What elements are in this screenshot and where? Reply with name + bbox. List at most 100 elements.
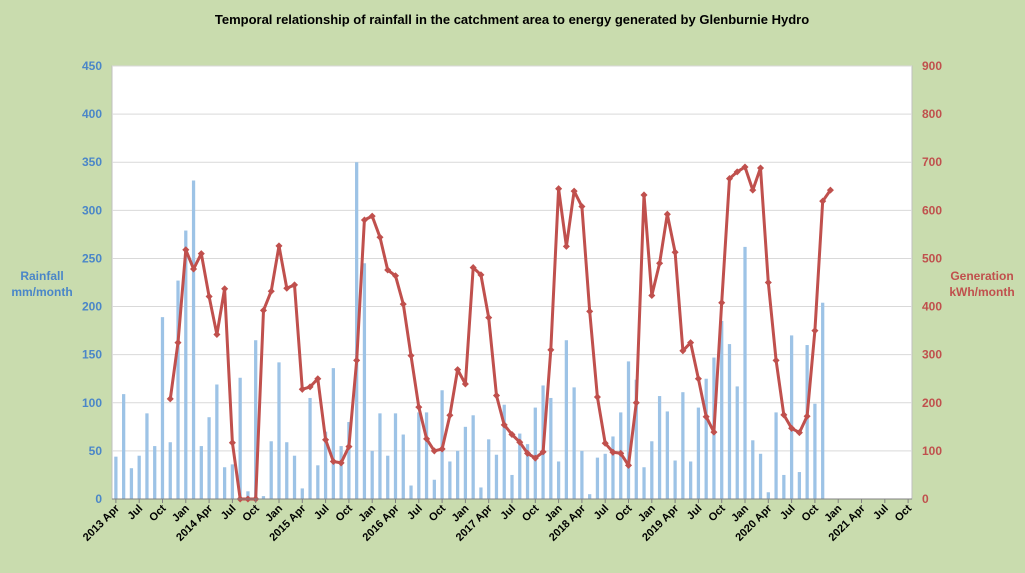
rainfall-bar (378, 413, 382, 499)
rainfall-bar (168, 442, 172, 499)
x-tick-label: Jul (871, 503, 891, 523)
generation-marker (322, 436, 330, 444)
rainfall-bar (774, 412, 778, 499)
rainfall-bar (199, 446, 203, 499)
x-tick-label: Oct (334, 502, 356, 524)
generation-marker (640, 191, 648, 199)
generation-marker (477, 271, 485, 279)
left-axis: 0 50 100 150 200 250 300 350 400 450 (82, 59, 102, 506)
rainfall-bar (572, 387, 576, 499)
left-tick-label: 0 (95, 492, 102, 506)
generation-marker (601, 439, 609, 447)
rainfall-bar (611, 436, 615, 499)
generation-marker (368, 212, 376, 220)
rainfall-bar (642, 467, 646, 499)
left-tick-label: 350 (82, 155, 102, 169)
generation-marker (539, 448, 547, 456)
rainfall-bar (727, 344, 732, 499)
rainfall-bar (432, 479, 436, 499)
rainfall-bar (580, 450, 584, 499)
right-tick-label: 900 (922, 59, 942, 73)
rainfall-bar (362, 263, 367, 499)
left-tick-label: 200 (82, 300, 102, 314)
chart-title: Temporal relationship of rainfall in the… (215, 12, 809, 27)
rainfall-bar (525, 444, 530, 499)
right-tick-label: 300 (922, 348, 942, 362)
rainfall-bar (424, 412, 429, 499)
generation-marker (656, 259, 664, 267)
generation-marker (306, 383, 314, 391)
rainfall-bar (595, 457, 600, 499)
rainfall-bar (347, 422, 351, 499)
x-tick-label: Oct (147, 502, 169, 524)
rainfall-bar (634, 379, 638, 499)
rainfall-bar (285, 442, 289, 499)
rainfall-bar (665, 411, 669, 499)
left-tick-label: 450 (82, 59, 102, 73)
generation-marker (174, 339, 182, 347)
rainfall-bar (316, 465, 320, 499)
x-tick-label: Jul (405, 503, 425, 523)
generation-marker (438, 445, 446, 453)
rainfall-bar (720, 320, 724, 499)
rainfall-bar (471, 415, 475, 499)
rainfall-bar (401, 434, 405, 499)
generation-marker (671, 248, 679, 256)
rainfall-bar (735, 386, 739, 499)
rainfall-bar (246, 491, 250, 499)
generation-marker (687, 339, 695, 347)
rainfall-bar (145, 413, 149, 499)
rainfall-bar (254, 340, 258, 499)
generation-marker (523, 449, 532, 457)
generation-marker (376, 233, 384, 241)
rainfall-bar (689, 461, 693, 499)
generation-marker (290, 281, 299, 289)
rainfall-bar (463, 426, 468, 499)
generation-series-line (168, 165, 832, 501)
x-tick-label: Jul (498, 503, 518, 523)
rainfall-bar (339, 446, 343, 499)
rainfall-bar (269, 441, 273, 499)
generation-marker (166, 395, 174, 403)
rainfall-bar (673, 460, 677, 499)
rainfall-bar (766, 492, 770, 499)
rainfall-bar (758, 453, 763, 499)
generation-marker (454, 366, 462, 374)
generation-marker (648, 291, 656, 300)
x-tick-label: Oct (893, 502, 915, 524)
rainfall-bar (215, 384, 219, 499)
right-tick-label: 500 (922, 251, 942, 265)
right-tick-label: 400 (922, 300, 942, 314)
generation-marker (298, 385, 306, 393)
left-tick-label: 150 (82, 348, 102, 362)
right-axis: 0 100 200 300 400 500 600 700 800 900 (922, 59, 942, 506)
generation-marker (461, 380, 469, 388)
rainfall-bar (696, 407, 701, 499)
generation-marker (415, 403, 423, 411)
rainfall-bar (502, 404, 506, 499)
rainfall-bar (409, 485, 413, 499)
rainfall-bar (456, 450, 460, 499)
generation-marker (360, 216, 368, 224)
generation-marker (679, 347, 687, 355)
generation-marker (663, 210, 671, 218)
rainfall-bar (494, 454, 499, 499)
generation-marker (205, 292, 213, 300)
rainfall-bar (797, 472, 802, 499)
generation-marker (283, 284, 291, 292)
rainfall-bar (331, 368, 335, 499)
rainfall-bar (300, 488, 304, 499)
x-tick-label: Jul (312, 503, 332, 523)
rainfall-bar (448, 461, 452, 499)
rainfall-bar (626, 361, 631, 499)
rainfall-bar (191, 180, 196, 499)
right-axis-label-line2: kWh/month (949, 285, 1014, 299)
generation-marker (267, 287, 275, 295)
rainfall-bar (308, 397, 312, 499)
generation-marker (764, 278, 772, 287)
rainfall-bar (176, 280, 180, 499)
generation-marker (609, 448, 617, 456)
left-axis-label-line1: Rainfall (20, 269, 63, 283)
